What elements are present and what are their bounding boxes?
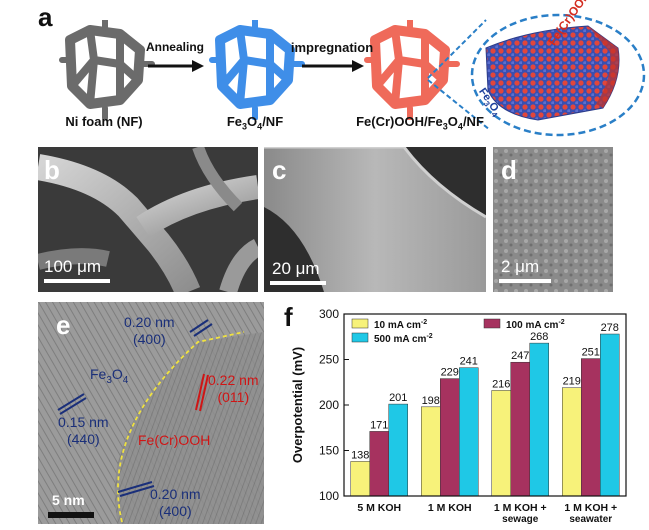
legend-swatch <box>483 318 501 329</box>
x-category-label: seawater <box>569 514 612 525</box>
panel-d-letter: d <box>501 155 517 185</box>
bar <box>491 390 511 497</box>
bar <box>581 358 601 497</box>
hrtem-image-e: e 0.20 nm (400) Fe3O4 0.15 nm (440) 0.22 n… <box>38 302 264 524</box>
bar-value-label: 251 <box>582 347 600 359</box>
panel-c-scale-label: 20 μm <box>272 259 320 278</box>
y-tick-label: 150 <box>319 444 339 458</box>
bar-value-label: 219 <box>563 376 581 388</box>
bar <box>388 403 408 497</box>
zoom-circle <box>427 13 646 137</box>
panel-b-scale-bar <box>44 279 110 283</box>
x-category-label: 5 M KOH <box>357 502 401 514</box>
bar <box>459 367 479 497</box>
phase-label-fecrooh: Fe(Cr)OOH <box>138 432 211 448</box>
panel-b-letter: b <box>44 155 60 185</box>
panel-a-letter: a <box>38 2 53 32</box>
bar-value-label: 171 <box>370 419 388 431</box>
ni-foam-structure <box>59 20 155 120</box>
d-spacing-annotation-1: 0.20 nm (400) <box>124 314 175 347</box>
legend-swatch <box>351 332 369 343</box>
impregnation-arrow <box>302 60 364 72</box>
annealing-arrow <box>148 60 204 72</box>
x-category-label: sewage <box>502 514 539 525</box>
bar-value-label: 278 <box>601 322 619 334</box>
x-category-label: 1 M KOH <box>428 502 472 514</box>
panel-e-letter: e <box>56 310 71 340</box>
bar <box>369 431 389 497</box>
legend-entry: 500 mA cm-2 <box>374 333 433 345</box>
bar <box>510 361 530 497</box>
x-category-label: 1 M KOH + <box>494 502 547 514</box>
bar <box>440 378 460 497</box>
panel-c-letter: c <box>272 155 287 185</box>
bar-value-label: 247 <box>511 350 529 362</box>
panel-e-scale-bar <box>48 512 94 518</box>
panel-b-scale-label: 100 μm <box>44 257 102 276</box>
x-category-label: 1 M KOH + <box>564 502 617 514</box>
bar-value-label: 138 <box>351 449 369 461</box>
legend-entry: 10 mA cm-2 <box>374 319 427 331</box>
sem-image-d: d 2 μm <box>493 147 613 292</box>
panel-c-scale-bar <box>270 281 326 285</box>
y-axis-label: Overpotential (mV) <box>290 347 305 463</box>
bar-value-label: 268 <box>530 331 548 343</box>
y-tick-label: 250 <box>319 353 339 367</box>
sem-image-c: c 20 μm <box>264 147 486 292</box>
panel-d-scale-label: 2 μm <box>501 257 540 276</box>
y-tick-label: 200 <box>319 398 339 412</box>
d-spacing-annotation-3: 0.22 nm (011) <box>208 372 259 405</box>
legend-swatch <box>351 318 369 329</box>
bar <box>529 342 549 497</box>
bar-value-label: 198 <box>422 395 440 407</box>
panel-f-letter: f <box>284 302 293 332</box>
bar-value-label: 241 <box>460 356 478 368</box>
d-spacing-annotation-2: 0.15 nm (440) <box>58 414 109 447</box>
bar-value-label: 216 <box>492 378 510 390</box>
fe3o4-nf-caption: Fe3O4/NF <box>226 114 284 132</box>
bar-value-label: 229 <box>441 367 459 379</box>
annealing-label: Annealing <box>145 40 204 54</box>
bar <box>562 387 582 497</box>
fecrooh-fe3o4-nf-caption: Fe(Cr)OOH/Fe3O4/NF <box>356 114 484 132</box>
sem-image-b: b 100 μm <box>38 147 258 292</box>
ni-foam-caption: Ni foam (NF) <box>65 114 143 129</box>
legend-entry: 100 mA cm-2 <box>506 319 565 331</box>
y-tick-label: 100 <box>319 489 339 503</box>
bar-value-label: 201 <box>389 392 407 404</box>
bar <box>421 406 441 497</box>
panel-d-scale-bar <box>499 279 551 283</box>
y-tick-label: 300 <box>319 307 339 321</box>
bar <box>600 333 620 497</box>
impregnation-label: impregnation <box>290 40 374 55</box>
fe3o4-structure <box>209 20 305 120</box>
d-spacing-annotation-4: 0.20 nm (400) <box>150 486 201 519</box>
phase-label-fe3o4: Fe3O4 <box>90 366 129 386</box>
panel-e-scale-label: 5 nm <box>52 492 85 508</box>
bar <box>350 461 370 497</box>
